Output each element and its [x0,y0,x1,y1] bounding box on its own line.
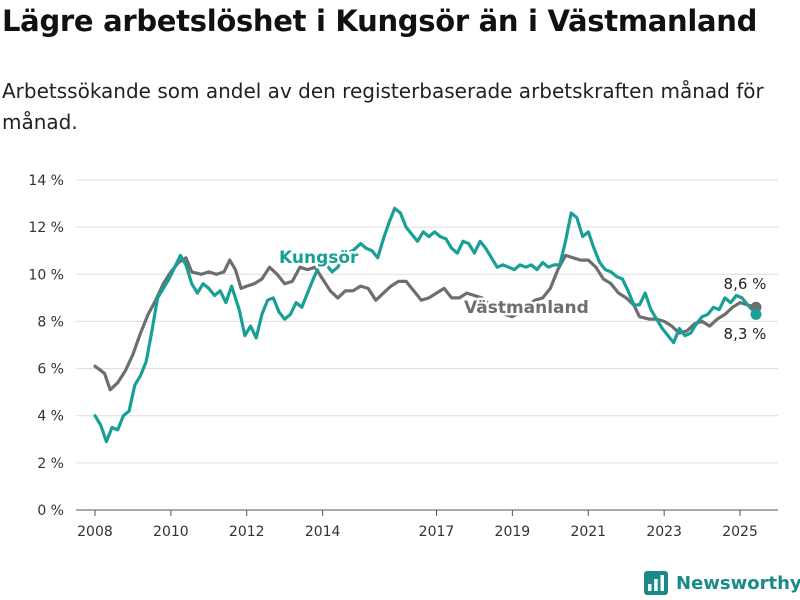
x-tick-label: 2014 [305,524,341,540]
y-tick-label: 14 % [28,173,64,189]
chart-subtitle: Arbetssökande som andel av den registerb… [2,79,764,134]
series-lines [93,206,762,444]
end-point-kungsor [750,308,762,320]
x-tick-label: 2012 [229,524,265,540]
series-label-kungsor-halo: Kungsör [279,248,359,268]
end-label-kungsor: 8,3 % [724,325,767,343]
brand-name: Newsworthy [676,572,800,594]
y-tick-label: 10 % [28,267,64,283]
y-tick-label: 0 % [37,503,64,519]
end-label-vastmanland: 8,6 % [724,275,767,293]
y-tick-label: 4 % [37,409,64,425]
y-tick-label: 12 % [28,220,64,236]
x-axis: 2008 2010 2012 2014 2017 2019 2021 2023 2025 [77,510,758,540]
x-tick-label: 2023 [646,524,682,540]
x-tick-label: 2017 [419,524,455,540]
y-tick-label: 6 % [37,362,64,378]
y-axis: 0 % 2 % 4 % 6 % 8 % 10 % 12 % 14 % [28,173,64,519]
grid-lines [76,179,778,511]
series-labels: KungsörKungsörVästmanlandVästmanland8,6 … [277,246,767,344]
line-chart: 0 % 2 % 4 % 6 % 8 % 10 % 12 % 14 % 2008 2010 2012… [28,173,778,540]
newsworthy-logo[interactable]: Newsworthy [644,569,800,597]
series-label-vastmanland-halo: Västmanland [464,298,589,318]
x-tick-label: 2008 [77,524,113,540]
series-line-kungsor [93,206,758,444]
bar-chart-logo-icon [644,571,668,595]
series-label-kungsor: Kungsör [279,248,359,268]
x-tick-label: 2019 [495,524,531,540]
chart-title: Lägre arbetslöshet i Kungsör än i Västma… [2,4,758,38]
x-tick-label: 2025 [722,524,758,540]
x-tick-label: 2021 [570,524,606,540]
y-tick-label: 2 % [37,456,64,472]
series-line-vastmanland [93,253,758,392]
series-label-vastmanland: Västmanland [464,298,589,318]
x-tick-label: 2010 [153,524,189,540]
y-tick-label: 8 % [37,314,64,330]
